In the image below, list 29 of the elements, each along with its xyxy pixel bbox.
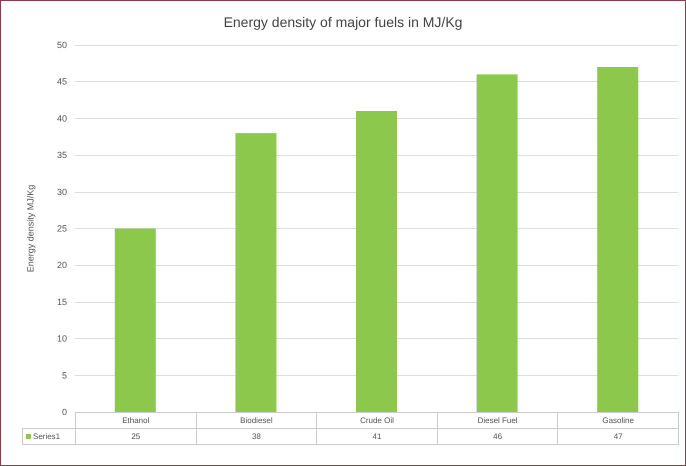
- y-tick-label: 50: [56, 40, 67, 50]
- x-tick-label: Gasoline: [558, 412, 678, 428]
- y-tick-label: 25: [56, 224, 67, 234]
- y-axis-title: Energy density MJ/Kg: [26, 184, 36, 272]
- y-tick-label: 0: [62, 407, 67, 417]
- y-tick-label: 20: [56, 260, 67, 270]
- y-tick-label: 45: [56, 76, 67, 87]
- chart-title: Energy density of major fuels in MJ/Kg: [224, 14, 462, 30]
- legend-label: Series1: [22, 428, 76, 444]
- bar: [235, 133, 276, 412]
- y-tick-label: 40: [56, 113, 67, 124]
- data-label: 47: [558, 428, 678, 444]
- bar: [476, 74, 518, 412]
- y-tick-label: 15: [56, 296, 67, 307]
- x-tick-label: Crude Oil: [316, 412, 438, 428]
- y-tick-label: 10: [56, 334, 67, 344]
- data-label: 25: [76, 428, 196, 444]
- bar: [597, 67, 638, 412]
- data-label: 38: [196, 428, 317, 444]
- y-tick-label: 30: [56, 186, 67, 197]
- bar: [114, 228, 156, 412]
- y-tick-label: 35: [56, 150, 67, 160]
- x-tick-label: Ethanol: [76, 412, 196, 428]
- x-tick-label: Diesel Fuel: [437, 412, 558, 428]
- x-tick-label: Biodiesel: [196, 412, 317, 428]
- data-label: 41: [316, 428, 438, 444]
- data-label: 46: [437, 428, 558, 444]
- bar: [356, 111, 397, 412]
- y-tick-label: 5: [62, 370, 67, 380]
